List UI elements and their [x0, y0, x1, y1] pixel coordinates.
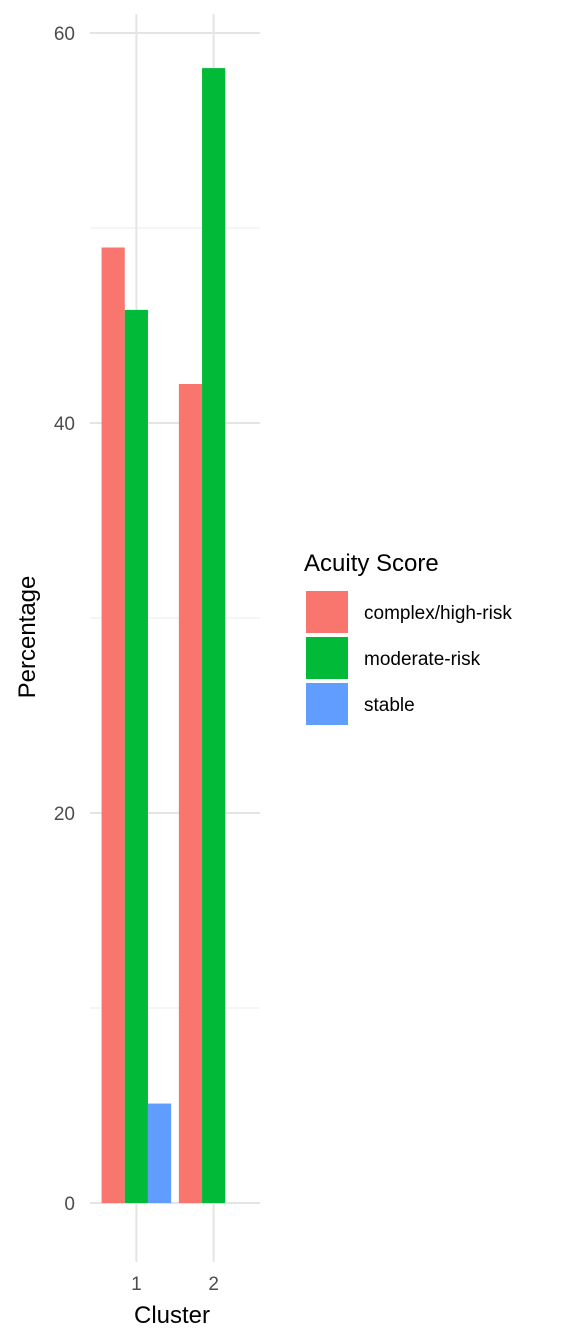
legend-swatch: [306, 637, 348, 679]
legend-title: Acuity Score: [304, 550, 439, 577]
legend-label: complex/high-risk: [364, 603, 512, 624]
legend-label: stable: [364, 695, 415, 716]
y-tick-label: 60: [54, 24, 75, 45]
y-tick-label: 20: [54, 804, 75, 825]
y-tick-label: 0: [64, 1194, 75, 1215]
x-tick-label: 2: [208, 1274, 219, 1295]
y-axis-title: Percentage: [14, 576, 41, 699]
y-tick-label: 40: [54, 414, 75, 435]
legend: Acuity Score complex/high-risk moderate-r…: [304, 550, 512, 725]
bar-layer: [101, 68, 226, 1204]
x-tick-label: 1: [131, 1274, 142, 1295]
bar-moderate-risk-cluster-1: [124, 309, 148, 1203]
y-tick-labels: 0 20 40 60: [54, 24, 75, 1215]
bar-complex-high-risk-cluster-2: [178, 384, 203, 1203]
legend-swatch: [306, 591, 348, 633]
bar-complex-high-risk-cluster-1: [101, 247, 125, 1203]
x-axis-title: Cluster: [134, 1302, 210, 1329]
bar-stable-cluster-1: [147, 1103, 172, 1203]
legend-items: complex/high-risk moderate-risk stable: [306, 591, 512, 725]
legend-swatch: [306, 683, 348, 725]
legend-label: moderate-risk: [364, 649, 481, 670]
bar-moderate-risk-cluster-2: [202, 68, 226, 1204]
